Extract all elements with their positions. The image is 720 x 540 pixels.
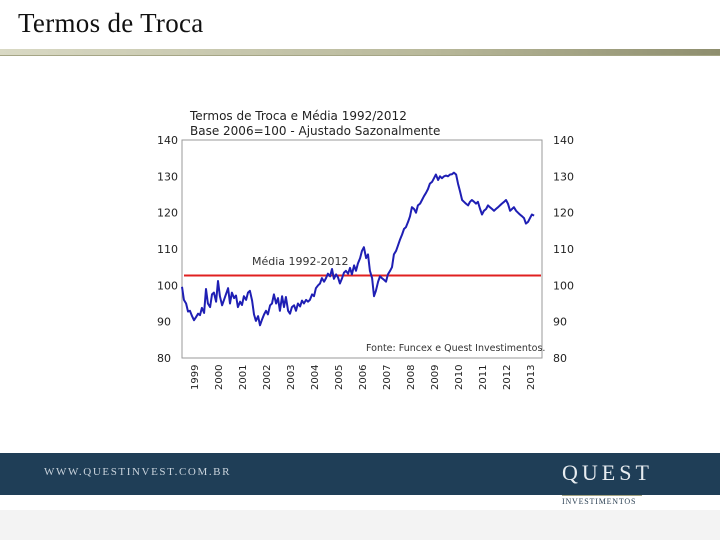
slide-title: Termos de Troca	[18, 8, 204, 38]
x-tick-label: 2008	[406, 365, 417, 390]
y-tick-label-left: 90	[157, 316, 171, 329]
x-tick-label: 2002	[262, 365, 273, 390]
y-tick-label-left: 130	[157, 170, 178, 183]
x-tick-label: 2005	[334, 365, 345, 390]
brand-logo: QUEST	[562, 460, 653, 485]
y-tick-label-right: 140	[553, 134, 574, 147]
y-tick-label-right: 100	[553, 279, 574, 292]
y-tick-label-left: 120	[157, 207, 178, 220]
x-tick-label: 2010	[454, 365, 465, 390]
y-tick-label-right: 80	[553, 352, 567, 365]
average-label: Média 1992-2012	[252, 255, 349, 268]
y-tick-label-right: 110	[553, 243, 574, 256]
x-tick-label: 1999	[190, 365, 201, 390]
y-tick-label-right: 130	[553, 170, 574, 183]
x-axis: 1999 2000 2001 2002 2003 2004 2005 2006 2007 2008…	[190, 365, 537, 390]
x-tick-label: 2004	[310, 365, 321, 390]
footer-strip	[0, 510, 720, 540]
x-tick-label: 2003	[286, 365, 297, 390]
y-tick-label-left: 140	[157, 134, 178, 147]
x-tick-label: 2006	[358, 365, 369, 390]
x-tick-label: 2012	[502, 365, 513, 390]
x-tick-label: 2013	[526, 365, 537, 390]
x-tick-label: 2011	[478, 365, 489, 390]
chart-title: Termos de Troca e Média 1992/2012	[189, 109, 407, 123]
y-tick-label-left: 80	[157, 352, 171, 365]
x-tick-label: 2001	[238, 365, 249, 390]
x-tick-label: 2007	[382, 365, 393, 390]
footer-url: WWW.QUESTINVEST.COM.BR	[44, 466, 232, 478]
title-rule-line	[0, 55, 720, 56]
title-rule	[0, 49, 720, 55]
y-tick-label-left: 110	[157, 243, 178, 256]
y-axis-right: 80 90 100 110 120 130 140	[553, 134, 574, 365]
y-axis-left: 80 90 100 110 120 130 140	[157, 134, 178, 365]
footer-band	[0, 453, 720, 495]
y-tick-label-left: 100	[157, 279, 178, 292]
series-line	[181, 171, 535, 327]
x-tick-label: 2000	[214, 365, 225, 390]
x-tick-label: 2009	[430, 365, 441, 390]
y-tick-label-right: 90	[553, 316, 567, 329]
brand-subtitle: INVESTIMENTOS	[562, 497, 637, 506]
y-tick-label-right: 120	[553, 207, 574, 220]
chart-subtitle: Base 2006=100 - Ajustado Sazonalmente	[190, 124, 440, 138]
brand-rule	[562, 495, 642, 496]
source-note: Fonte: Funcex e Quest Investimentos.	[366, 343, 545, 354]
